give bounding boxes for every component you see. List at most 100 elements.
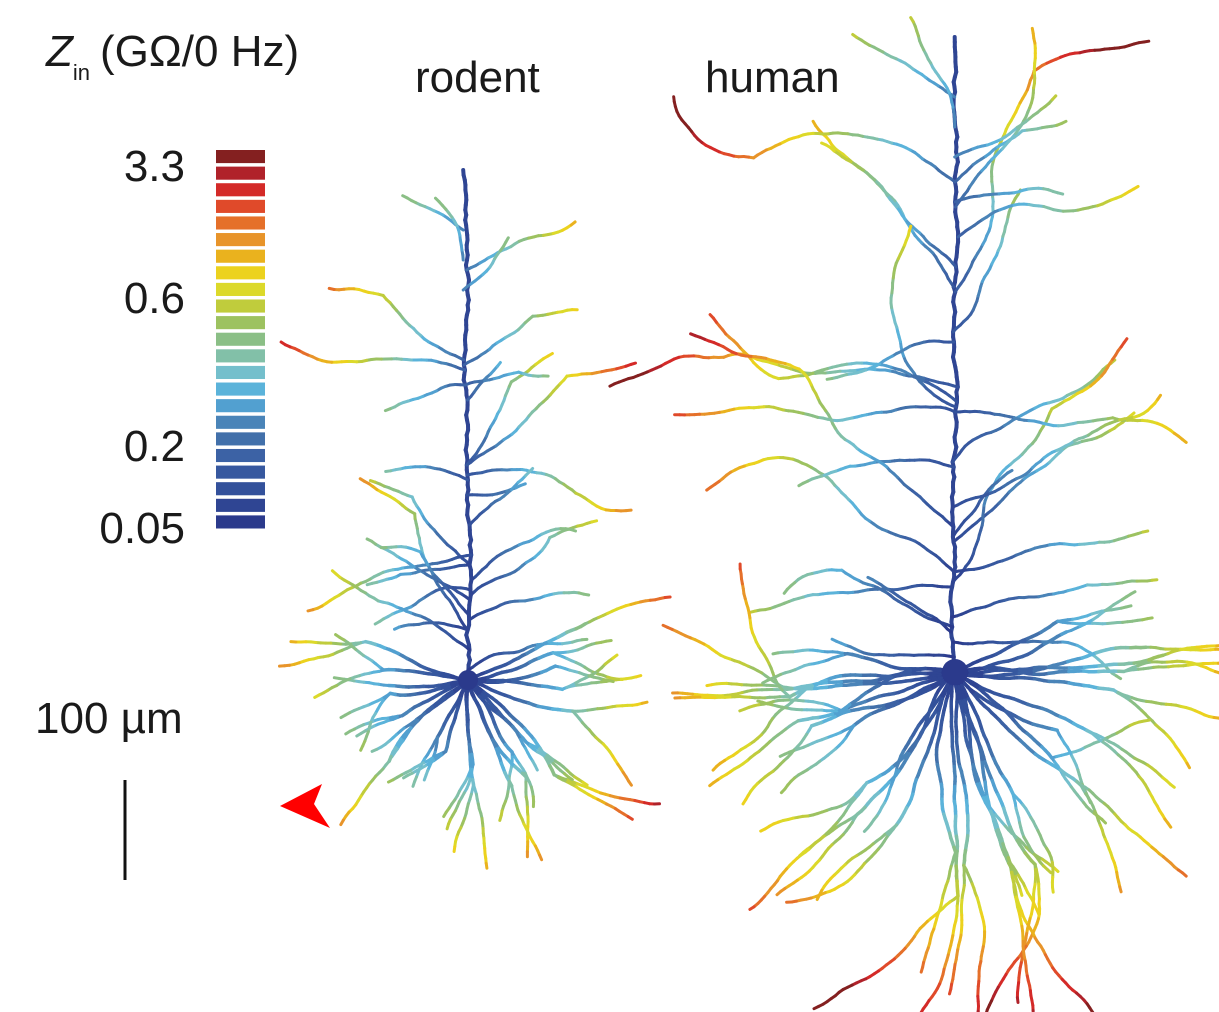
dendrite-segment — [442, 810, 448, 818]
dendrite-segment — [330, 569, 338, 576]
dendrite-segment — [384, 469, 393, 473]
dendrite-segment — [1142, 39, 1151, 44]
dendrite-segment — [708, 313, 715, 320]
dendrite-segment — [368, 479, 377, 484]
dendrite-segment — [1166, 821, 1173, 829]
dendrite-segment — [907, 224, 913, 233]
dendrite-segment — [741, 798, 748, 806]
dendrite-segment — [355, 731, 363, 738]
dendrite-segment — [334, 633, 342, 639]
dendrite-segment — [1128, 411, 1136, 418]
dendrite-segment — [339, 713, 347, 720]
dendrite-segment — [778, 752, 787, 758]
soma — [458, 670, 478, 690]
dendrite-segment — [919, 1007, 925, 1012]
dendrite-segment — [533, 764, 539, 772]
dendrite-segment — [327, 286, 336, 291]
dendrite-segment — [689, 332, 697, 338]
dendrite-segment — [566, 775, 574, 782]
dendrite-segment — [1145, 616, 1154, 621]
dendrite-segment — [1118, 885, 1123, 894]
dendrite-segment — [775, 889, 783, 897]
dendrite-segment — [909, 16, 915, 24]
dendrite-segment — [1213, 670, 1219, 675]
dendrite-segment — [1180, 437, 1188, 444]
dendrite-segment — [640, 700, 649, 705]
dendrite-segment — [1114, 674, 1123, 681]
dendrite-segment — [611, 653, 619, 660]
dendrite-segment — [339, 818, 345, 827]
dendrite-segment — [344, 729, 352, 736]
dendrite-segment — [705, 485, 713, 492]
dendrite-segment — [748, 905, 756, 911]
dendrite-segment — [332, 676, 341, 680]
dendrite-segment — [663, 595, 672, 599]
dendrite-segment — [866, 575, 874, 582]
dendrite-segment — [1051, 885, 1055, 894]
dendrite-segment — [672, 95, 676, 104]
dendrite-segment — [779, 787, 787, 795]
dendrite-segment — [811, 119, 818, 128]
dendrite-segment — [1045, 867, 1053, 875]
dendrite-segment — [759, 827, 767, 833]
dendrite-segment — [820, 141, 828, 147]
dendrite-segment — [411, 780, 417, 788]
dendrite-segment — [313, 693, 321, 699]
dendrite-segment — [1129, 590, 1137, 596]
dendrite-segment — [373, 620, 382, 626]
dendrite-segment — [606, 678, 615, 684]
dendrite-segment — [590, 519, 599, 524]
dendrite-segment — [708, 781, 716, 788]
dendrite-segment — [538, 853, 544, 862]
dendrite-segment — [1006, 468, 1014, 475]
dendrite-segment — [527, 467, 535, 474]
dendrite-segment — [1122, 337, 1129, 345]
dendrite-segment — [1168, 782, 1176, 789]
dendrite-segment — [1015, 996, 1020, 1004]
neurons — [278, 16, 1219, 1012]
dendrite-segment — [365, 581, 374, 587]
dendrite-segment — [1141, 529, 1150, 534]
dendrite-segment — [581, 780, 589, 787]
dendrite-segment — [985, 1008, 989, 1012]
dendrite-segment — [434, 196, 441, 204]
dendrite-segment — [1050, 94, 1058, 101]
dendrite-segment — [422, 773, 428, 782]
dendrite-segment — [830, 637, 839, 643]
dendrite-segment — [851, 33, 859, 39]
dendrite-segment — [749, 609, 757, 614]
dendrite-segment — [393, 625, 401, 631]
dendrite-segment — [387, 778, 395, 784]
dendrite-segment — [306, 608, 315, 613]
dendrite-segment — [1100, 817, 1107, 825]
dendrite-segment — [519, 482, 527, 487]
dendrite-segment — [634, 674, 643, 679]
dendrite-segment — [797, 481, 805, 488]
dendrite-segment — [919, 965, 925, 974]
dendrite-segment — [402, 773, 410, 780]
dendrite-segment — [1150, 578, 1159, 582]
dendrite-segment — [627, 779, 633, 787]
dendrite-segment — [1060, 119, 1068, 125]
dendrite-segment — [948, 987, 953, 996]
dendrite-segment — [812, 1005, 820, 1011]
dendrite-segment — [383, 407, 392, 413]
dendrite-segment — [401, 194, 409, 200]
dendrite-segment — [498, 814, 503, 822]
dendrite-segment — [358, 477, 366, 483]
dendrite-segment — [629, 361, 637, 366]
dendrite-segment — [1124, 604, 1133, 609]
dendrite-segment — [546, 352, 554, 358]
dendrite-segment — [569, 528, 577, 533]
dendrite-segment — [1132, 184, 1140, 191]
dendrite-segment — [782, 587, 789, 595]
dendrite-segment — [1019, 889, 1024, 897]
dendrite-segment — [495, 361, 502, 368]
dendrite-segment — [370, 747, 379, 753]
dendrite-segment — [504, 236, 510, 244]
dendrite-segment — [1180, 871, 1188, 878]
dendrite-segment — [1215, 644, 1219, 648]
dendrite-segment — [1056, 191, 1065, 196]
dendrite-segment — [624, 508, 633, 513]
